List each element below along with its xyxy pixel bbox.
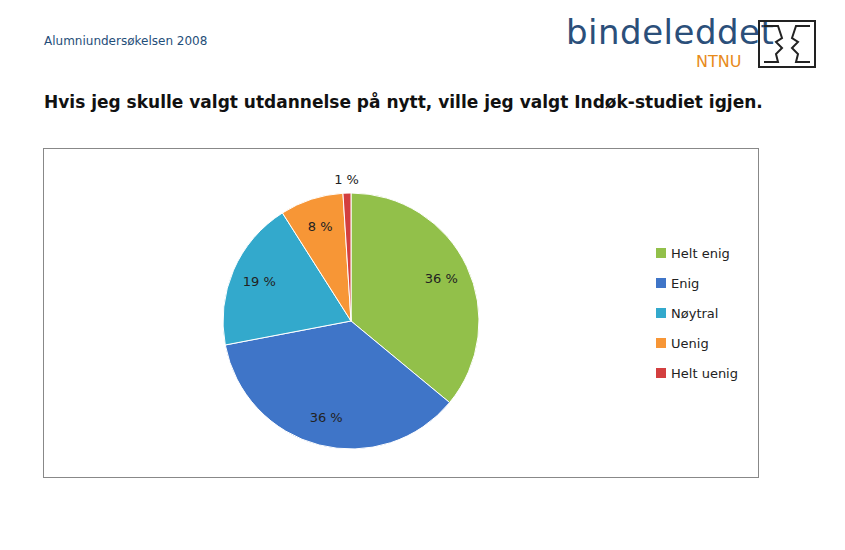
html-text:Nøytral: Nøytral <box>671 305 719 321</box>
svg-text:19 %: 19 % <box>243 274 276 289</box>
svg-text:36 %: 36 % <box>425 271 458 286</box>
svg-text:1 %: 1 % <box>334 172 359 187</box>
svg-text:8 %: 8 % <box>308 219 333 234</box>
svg-text:36 %: 36 % <box>310 410 343 425</box>
html-text:NTNU: NTNU <box>696 52 742 71</box>
html-text:bindeleddet: bindeleddet <box>566 12 775 52</box>
html-text:Helt uenig: Helt uenig <box>671 365 738 381</box>
html-text:Helt enig: Helt enig <box>671 245 730 261</box>
html-text:Hvis jeg skulle valgt utdannel: Hvis jeg skulle valgt utdannelse på nytt… <box>44 92 763 112</box>
html-text:Uenig: Uenig <box>671 335 709 351</box>
html-text:Alumniundersøkelsen 2008: Alumniundersøkelsen 2008 <box>44 34 208 48</box>
html-text:Enig: Enig <box>671 275 700 291</box>
